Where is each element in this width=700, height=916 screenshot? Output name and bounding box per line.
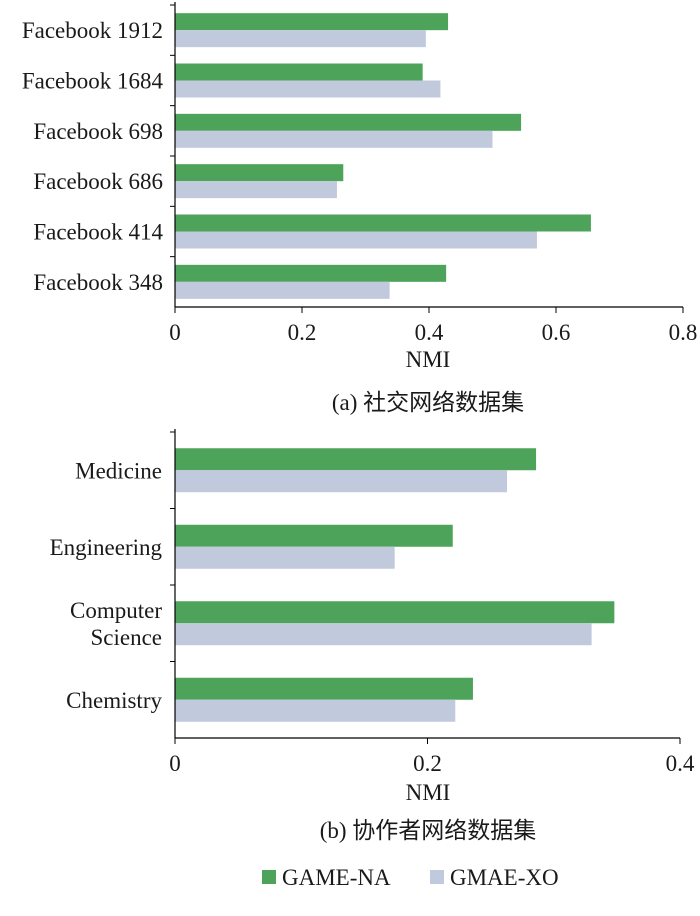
bar-gmae-xo-engineering: [175, 546, 395, 569]
legend: GAME-NA GMAE-XO: [262, 865, 559, 890]
category-label: Facebook 686: [33, 169, 163, 194]
category-label: Medicine: [75, 458, 162, 483]
category-label: Facebook 348: [33, 270, 163, 295]
bar-game-na-facebook-414: [175, 214, 591, 232]
category-label: Facebook 698: [33, 119, 163, 144]
bar-game-na-medicine: [175, 448, 537, 471]
category-label: Facebook 1684: [22, 69, 164, 94]
bar-game-na-engineering: [175, 524, 453, 547]
bar-gmae-xo-computer-science: [175, 623, 592, 646]
bar-game-na-facebook-698: [175, 113, 522, 131]
bar-game-na-computer-science: [175, 601, 615, 624]
x-tick-label: 0: [169, 320, 181, 345]
category-label: Facebook 414: [33, 220, 163, 245]
bar-gmae-xo-facebook-414: [175, 231, 537, 249]
category-label: Engineering: [50, 535, 163, 560]
bar-game-na-facebook-1684: [175, 63, 423, 81]
bar-gmae-xo-medicine: [175, 470, 508, 493]
bar-gmae-xo-facebook-1912: [175, 30, 426, 48]
bar-game-na-chemistry: [175, 677, 473, 700]
category-label: Computer: [70, 598, 162, 623]
bar-game-na-facebook-686: [175, 164, 344, 182]
chart-social-networks: Facebook 1912 Facebook 1684 Facebook 698 Fa…: [22, 2, 698, 372]
bar-game-na-facebook-348: [175, 264, 447, 282]
caption-a: (a) 社交网络数据集: [332, 390, 524, 415]
x-tick-label: 0.4: [415, 320, 444, 345]
category-label: Facebook 1912: [22, 18, 163, 43]
x-tick-label: 0.8: [669, 320, 698, 345]
x-axis-title: NMI: [406, 347, 451, 372]
bar-gmae-xo-facebook-1684: [175, 80, 441, 98]
bar-game-na-facebook-1912: [175, 13, 449, 31]
legend-label-game-na: GAME-NA: [282, 865, 391, 890]
bar-gmae-xo-facebook-686: [175, 181, 337, 199]
x-tick-label: 0.4: [666, 751, 695, 776]
category-label: Science: [90, 625, 162, 650]
caption-b: (b) 协作者网络数据集: [320, 818, 537, 843]
x-axis-title: NMI: [406, 780, 451, 805]
legend-swatch-game-na: [262, 870, 276, 884]
x-tick-label: 0.6: [542, 320, 571, 345]
category-label: Chemistry: [66, 688, 162, 713]
bar-gmae-xo-facebook-348: [175, 281, 390, 299]
x-tick-label: 0.2: [413, 751, 442, 776]
legend-swatch-gmae-xo: [430, 870, 444, 884]
x-tick-label: 0.2: [288, 320, 317, 345]
x-tick-label: 0: [169, 751, 181, 776]
bar-gmae-xo-chemistry: [175, 699, 456, 722]
legend-label-gmae-xo: GMAE-XO: [450, 865, 559, 890]
bar-gmae-xo-facebook-698: [175, 130, 493, 148]
